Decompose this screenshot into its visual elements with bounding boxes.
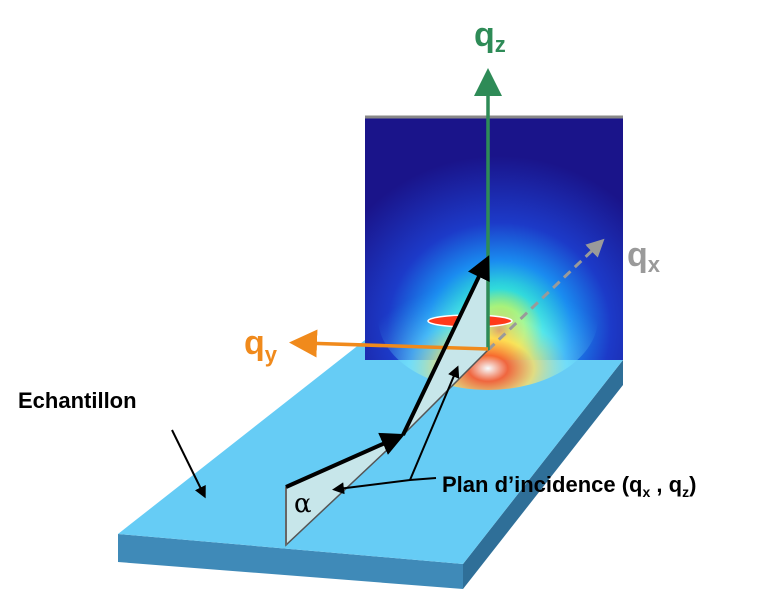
qy-axis-arrow bbox=[289, 329, 489, 358]
qx-label-sub: x bbox=[648, 252, 661, 277]
qy-label: qy bbox=[244, 324, 278, 367]
sample-label: Echantillon bbox=[18, 388, 137, 413]
plane-label-prefix: Plan d’incidence (q bbox=[442, 472, 642, 497]
plane-pointer-arrow-upper bbox=[409, 365, 460, 481]
plane-label: Plan d’incidence (qx , qz) bbox=[442, 472, 696, 500]
plane-label-sub2: z bbox=[682, 484, 689, 500]
qy-label-sub: y bbox=[265, 342, 278, 367]
sample-side-face bbox=[463, 360, 623, 589]
qx-label-main: q bbox=[627, 236, 648, 274]
qx-label: qx bbox=[627, 236, 661, 277]
plane-label-sub1: x bbox=[642, 484, 650, 500]
detector-image bbox=[365, 115, 623, 390]
pointer-arrows bbox=[171, 365, 460, 499]
beam-path bbox=[285, 255, 490, 489]
plane-label-mid: , q bbox=[650, 472, 682, 497]
sample-pointer-arrow bbox=[171, 429, 206, 499]
qy-label-main: q bbox=[244, 324, 265, 362]
plane-label-suffix: ) bbox=[689, 472, 696, 497]
qz-label: qz bbox=[474, 16, 506, 57]
incident-beam bbox=[285, 432, 405, 489]
qz-label-sub: z bbox=[495, 32, 506, 57]
qx-axis-arrow bbox=[486, 238, 605, 352]
alpha-angle-label: α bbox=[294, 489, 312, 519]
scattered-beam bbox=[401, 255, 490, 436]
sample-front-face bbox=[118, 534, 463, 589]
qz-label-main: q bbox=[474, 16, 495, 54]
